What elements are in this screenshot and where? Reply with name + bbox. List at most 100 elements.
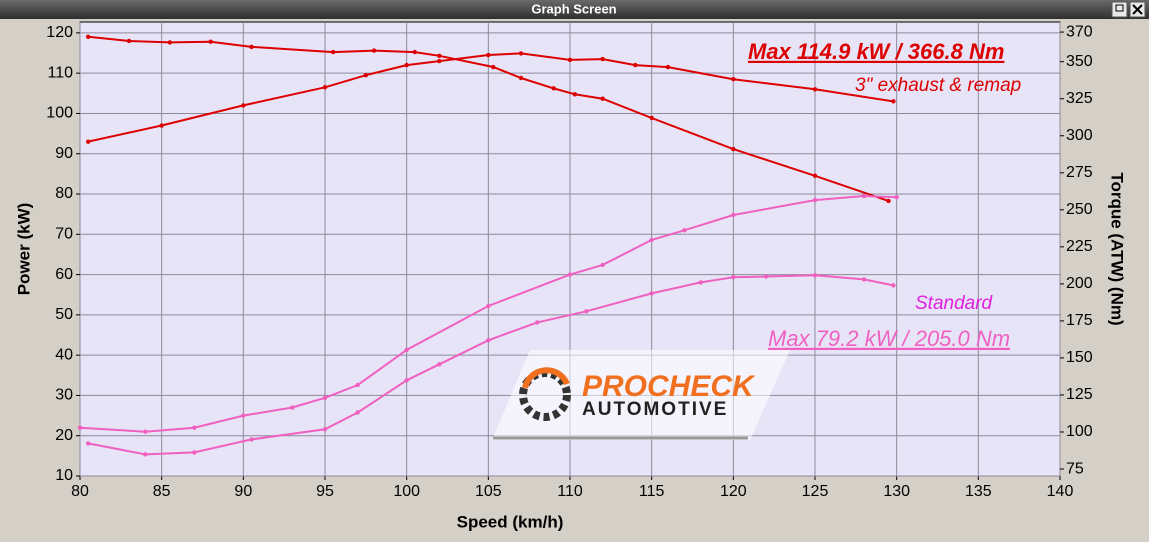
data-point (567, 272, 573, 277)
y-tick-label: 110 (47, 64, 73, 81)
data-point (126, 38, 132, 44)
data-point (486, 338, 491, 343)
x-tick-label: 105 (475, 483, 502, 500)
data-point (567, 57, 573, 63)
data-point (886, 198, 891, 204)
data-point (633, 62, 638, 68)
x-tick-label: 120 (720, 483, 747, 500)
x-axis-label: Speed (km/h) (457, 512, 564, 531)
data-point (241, 103, 246, 108)
x-tick-label: 135 (965, 483, 992, 500)
data-point (535, 320, 540, 325)
data-point (486, 303, 491, 309)
y-tick-label: 60 (55, 266, 73, 283)
y2-tick-label: 125 (1066, 386, 1093, 403)
data-point (241, 413, 246, 418)
x-tick-label: 110 (557, 483, 583, 500)
data-point (192, 450, 197, 455)
data-point (330, 49, 336, 55)
data-point (649, 237, 654, 243)
data-point (404, 378, 409, 383)
annotation: Max 79.2 kW / 205.0 Nm (768, 326, 1010, 351)
y2-tick-label: 350 (1066, 53, 1093, 70)
annotation: Max 114.9 kW / 366.8 Nm (748, 39, 1004, 64)
close-icon (1132, 4, 1143, 15)
data-point (192, 425, 197, 430)
data-point (363, 72, 369, 78)
y-tick-label: 40 (55, 346, 73, 363)
data-point (249, 44, 254, 50)
data-point (486, 52, 491, 58)
restore-button[interactable] (1111, 1, 1128, 18)
data-point (208, 39, 213, 44)
data-point (812, 197, 818, 203)
data-point (518, 75, 524, 81)
y-tick-label: 10 (55, 467, 73, 484)
y2-tick-label: 300 (1066, 127, 1093, 144)
y2-tick-label: 150 (1066, 349, 1093, 366)
x-tick-label: 130 (883, 483, 910, 500)
logo-flame (522, 367, 570, 389)
y2-tick-label: 325 (1066, 90, 1093, 107)
data-point (763, 274, 769, 279)
y-tick-label: 120 (46, 24, 73, 41)
y2-tick-label: 200 (1066, 275, 1093, 292)
series-line (87, 52, 894, 143)
data-point (649, 115, 654, 121)
data-point (371, 48, 377, 53)
x-tick-label: 85 (153, 483, 171, 500)
x-tick-label: 140 (1047, 483, 1074, 500)
data-point (698, 280, 703, 285)
data-point (572, 92, 578, 97)
data-point (167, 40, 173, 45)
data-point (891, 283, 896, 288)
data-point (894, 195, 899, 200)
logo-text: PROCHECK (582, 370, 756, 403)
y-tick-label: 30 (55, 387, 73, 404)
y-tick-label: 20 (55, 427, 73, 444)
data-point (412, 49, 418, 55)
data-point (551, 86, 556, 91)
data-point (77, 425, 83, 430)
data-point (584, 309, 589, 314)
data-point (355, 410, 360, 415)
data-point (600, 96, 605, 101)
data-point (891, 99, 896, 104)
logo-text: AUTOMOTIVE (582, 399, 728, 420)
data-point (437, 58, 442, 64)
y2-tick-label: 250 (1066, 201, 1093, 218)
y2-tick-label: 100 (1066, 423, 1093, 440)
y2-axis-label: Torque (ATW) (Nm) (1108, 172, 1127, 325)
data-point (731, 146, 736, 152)
data-point (665, 64, 671, 70)
restore-icon (1115, 4, 1124, 12)
data-point (143, 452, 148, 457)
title-bar (0, 0, 1149, 19)
data-point (85, 441, 91, 446)
y2-tick-label: 175 (1066, 312, 1093, 329)
data-point (861, 193, 867, 199)
annotation: Standard (915, 293, 994, 314)
data-point (404, 347, 409, 353)
data-point (491, 64, 496, 70)
data-point (649, 291, 654, 296)
data-point (322, 427, 328, 432)
y-tick-label: 70 (55, 226, 73, 243)
data-point (812, 273, 818, 278)
data-point (355, 382, 360, 388)
data-point (404, 62, 409, 68)
y-tick-label: 80 (55, 185, 73, 202)
data-point (249, 437, 254, 442)
x-tick-label: 95 (316, 483, 334, 500)
data-point (600, 56, 605, 62)
data-point (159, 123, 164, 128)
y2-tick-label: 275 (1066, 164, 1093, 181)
y-tick-label: 50 (55, 306, 73, 323)
y-tick-label: 100 (46, 105, 73, 122)
logo-plate (492, 350, 790, 440)
data-point (731, 212, 736, 218)
series-line (88, 35, 889, 202)
y2-tick-label: 75 (1066, 460, 1084, 477)
data-point (600, 262, 605, 268)
window-title: Graph Screen (531, 1, 616, 16)
